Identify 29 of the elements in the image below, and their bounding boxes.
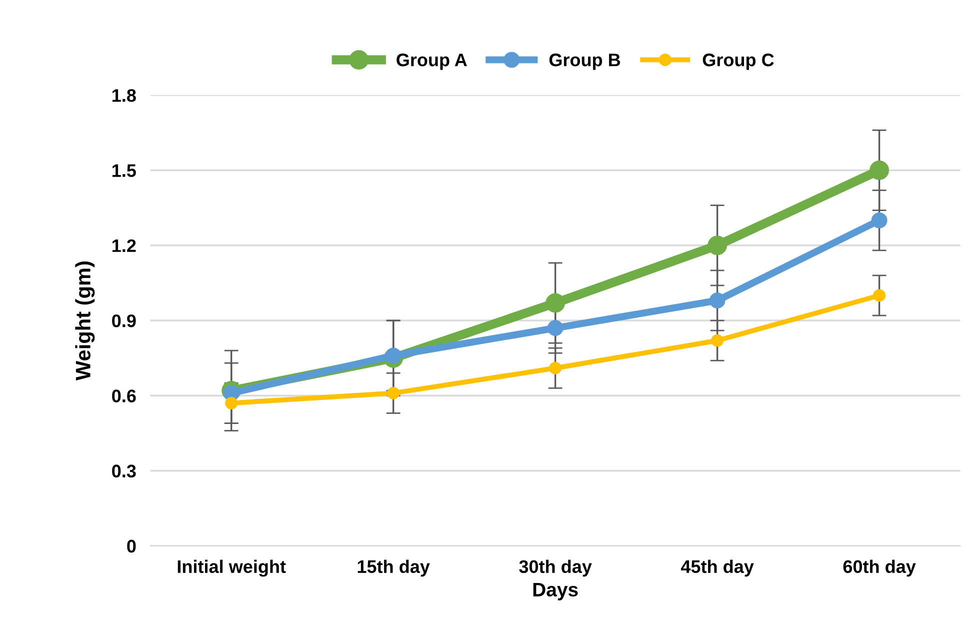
x-tick-label: 30th day bbox=[519, 560, 592, 577]
point bbox=[708, 236, 728, 256]
point bbox=[873, 289, 886, 302]
y-axis-title: Weight (gm) bbox=[75, 262, 95, 380]
point bbox=[385, 348, 402, 364]
point bbox=[549, 362, 562, 374]
point bbox=[387, 386, 400, 400]
point bbox=[711, 334, 724, 347]
point bbox=[871, 212, 888, 228]
x-tick-label: 15th day bbox=[358, 560, 430, 577]
x-axis-title: Days bbox=[533, 582, 578, 600]
y-tick-label: 0.9 bbox=[112, 314, 136, 328]
point bbox=[870, 160, 890, 180]
legend-label: Group A bbox=[396, 54, 467, 70]
point bbox=[709, 292, 726, 308]
y-tick-label: 0.6 bbox=[112, 390, 136, 402]
point bbox=[546, 293, 566, 313]
point bbox=[225, 396, 238, 410]
legend-label: Group B bbox=[549, 54, 620, 70]
point bbox=[547, 320, 564, 336]
y-tick-label: 0 bbox=[127, 540, 136, 553]
y-tick-label: 1.5 bbox=[112, 164, 136, 177]
legend-label: Group C bbox=[702, 54, 774, 70]
x-tick-label: Initial weight bbox=[178, 560, 286, 577]
x-tick-label: 45th day bbox=[680, 560, 754, 577]
y-tick-label: 1.8 bbox=[112, 89, 136, 102]
y-tick-label: 1.2 bbox=[112, 239, 136, 252]
x-tick-label: 60th day bbox=[843, 560, 916, 577]
y-tick-label: 0.3 bbox=[112, 464, 136, 478]
